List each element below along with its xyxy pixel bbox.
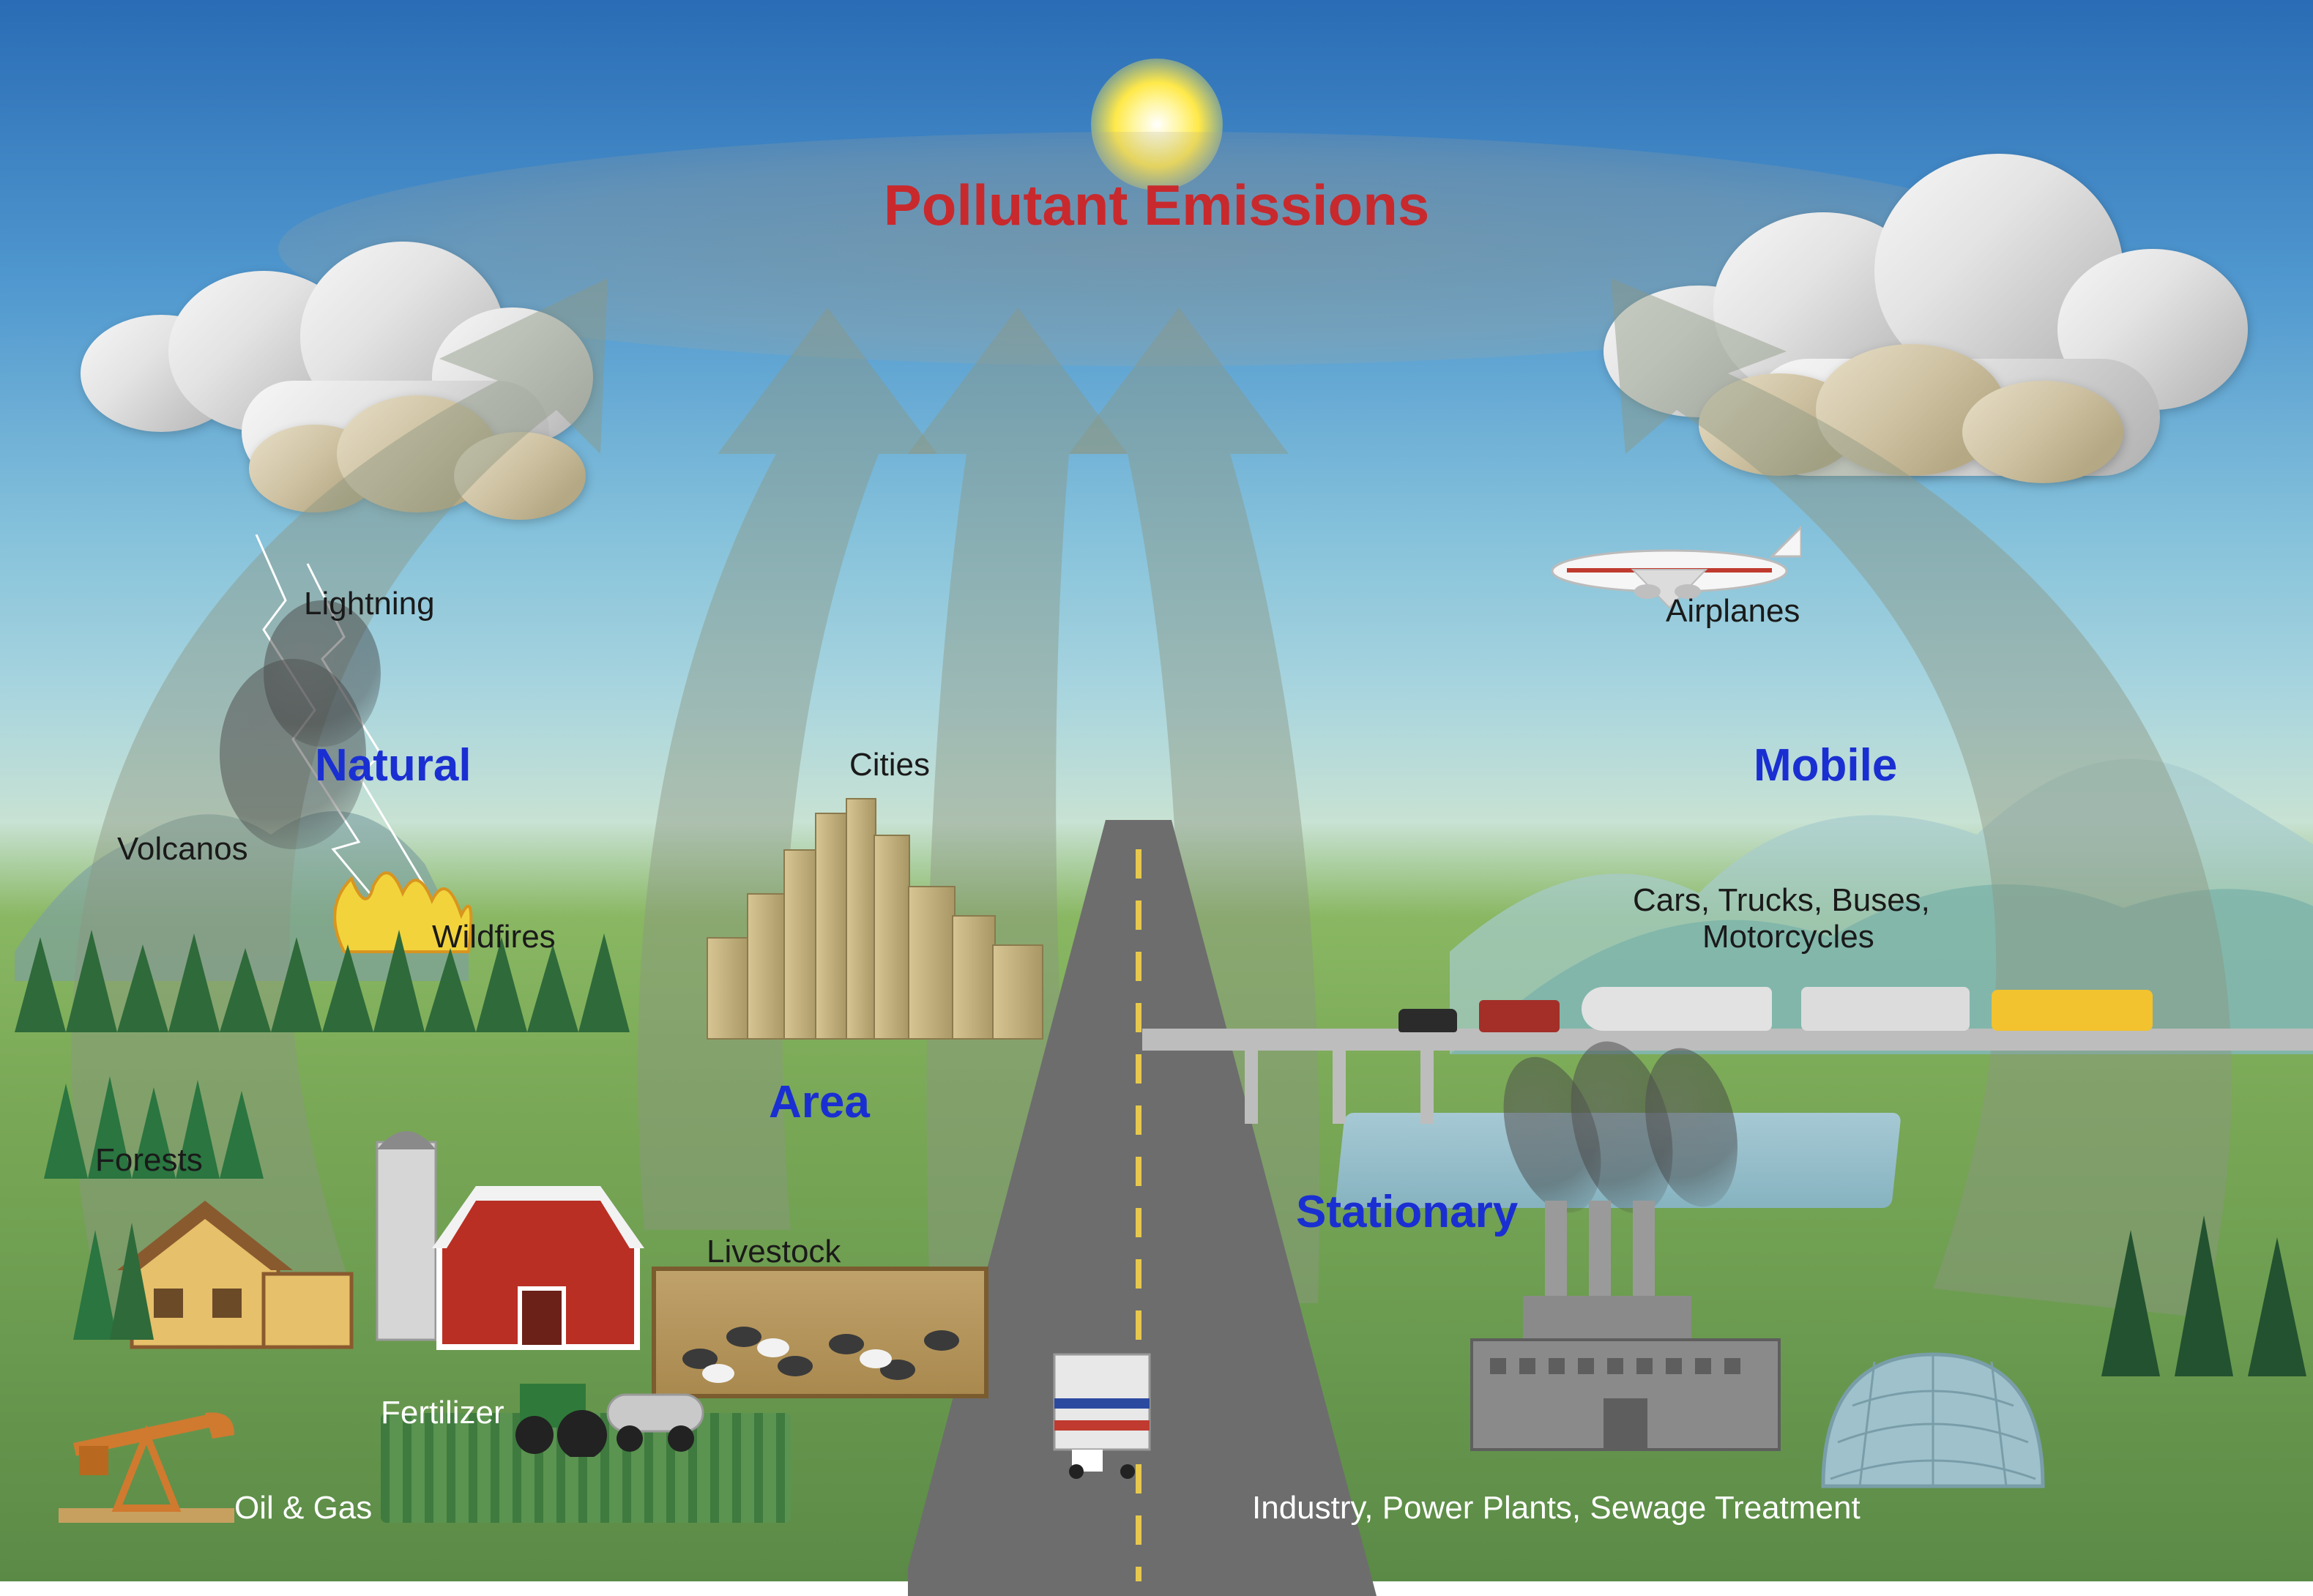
road-truck-icon xyxy=(1040,1340,1179,1479)
page-title: Pollutant Emissions xyxy=(884,172,1429,239)
label-motorcycles: Motorcycles xyxy=(1702,919,1874,955)
bridge-pier-3 xyxy=(1420,1051,1434,1124)
bridge-pier-2 xyxy=(1333,1051,1346,1124)
pickup-icon xyxy=(1479,1000,1560,1032)
bridge-deck xyxy=(1142,1029,2313,1051)
label-oil-gas: Oil & Gas xyxy=(234,1490,372,1526)
label-forests: Forests xyxy=(95,1142,203,1179)
car-icon xyxy=(1398,1009,1457,1032)
tanker-truck-icon xyxy=(1582,987,1772,1031)
label-wildfires: Wildfires xyxy=(432,919,556,955)
sewage-dome-icon xyxy=(1809,1310,2057,1501)
tractor-icon xyxy=(513,1354,718,1457)
bridge-pier-1 xyxy=(1245,1051,1258,1124)
infographic-canvas: Pollutant Emissions Natural Area Station… xyxy=(0,0,2313,1581)
city-skyline xyxy=(707,776,1058,1040)
yard-trees xyxy=(51,1171,168,1347)
barn-icon xyxy=(410,1164,674,1362)
volcano-smoke-2 xyxy=(264,600,381,747)
label-lightning: Lightning xyxy=(304,586,435,622)
category-mobile: Mobile xyxy=(1754,739,1897,791)
label-cars-trucks: Cars, Trucks, Buses, xyxy=(1633,882,1930,919)
label-cities: Cities xyxy=(849,747,930,783)
treeline-left xyxy=(0,908,659,1040)
pumpjack-icon xyxy=(44,1391,264,1537)
label-airplanes: Airplanes xyxy=(1666,593,1800,630)
right-trees xyxy=(2072,1113,2313,1391)
label-livestock: Livestock xyxy=(707,1234,841,1270)
category-area: Area xyxy=(769,1076,870,1128)
category-stationary: Stationary xyxy=(1296,1186,1518,1238)
label-industry: Industry, Power Plants, Sewage Treatment xyxy=(1252,1490,1861,1526)
bus-icon xyxy=(1801,987,1970,1031)
category-natural: Natural xyxy=(315,739,472,791)
label-fertilizer: Fertilizer xyxy=(381,1395,504,1431)
label-volcanos: Volcanos xyxy=(117,831,248,868)
schoolbus-icon xyxy=(1992,990,2153,1031)
